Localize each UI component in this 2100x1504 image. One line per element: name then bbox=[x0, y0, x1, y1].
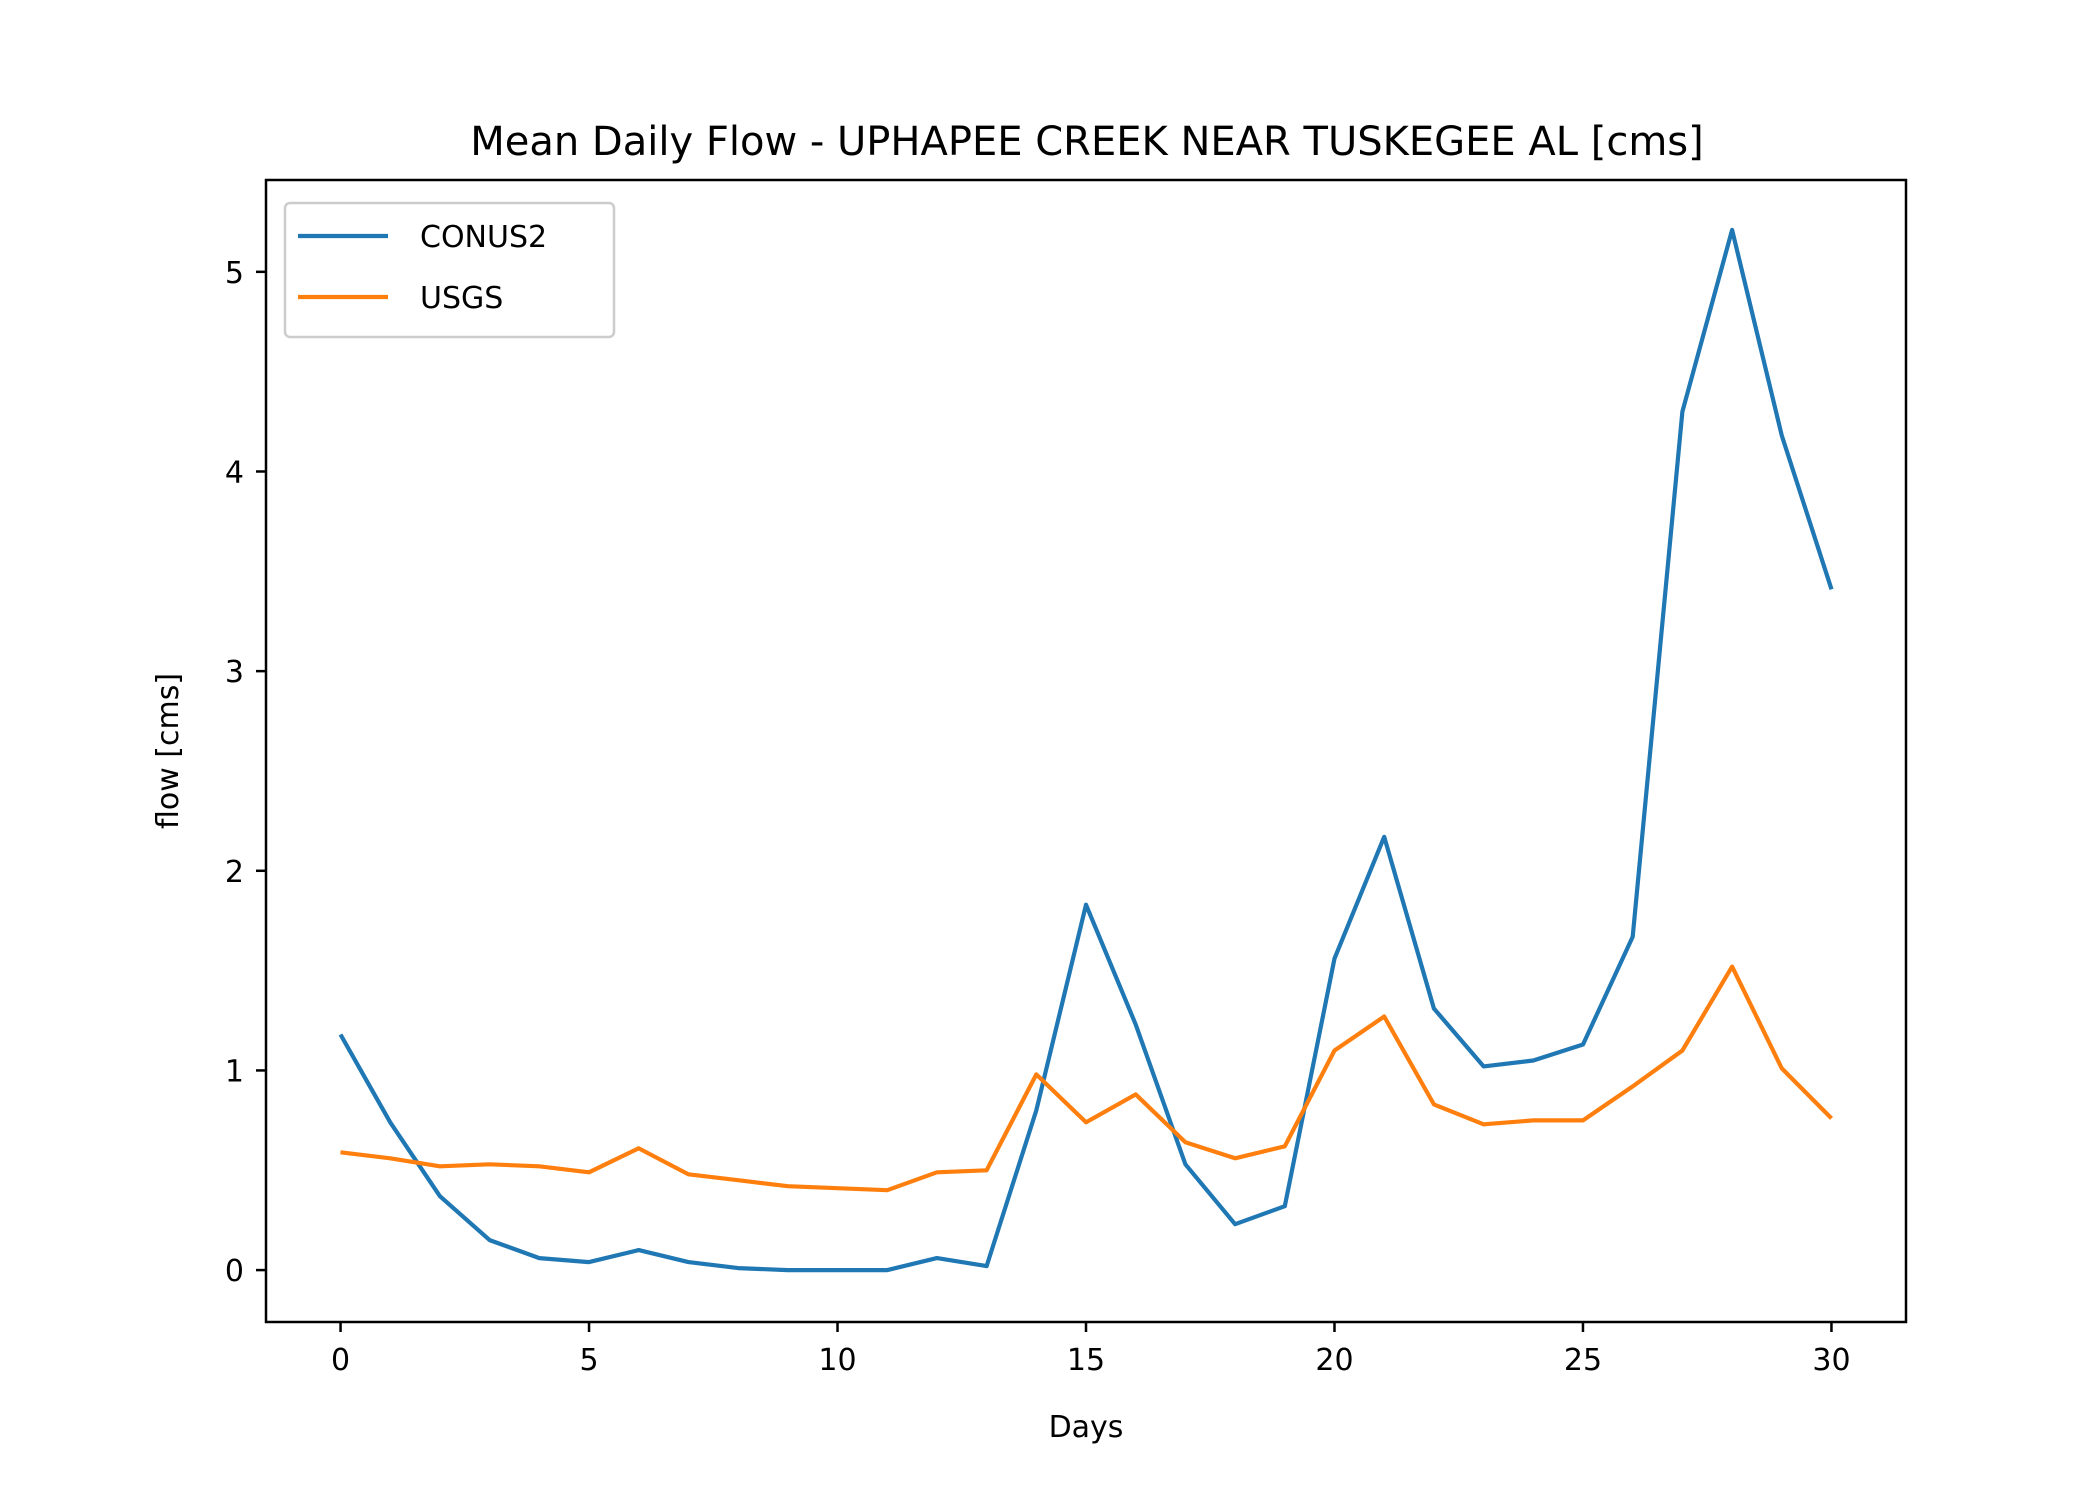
y-tick-label: 0 bbox=[225, 1254, 244, 1289]
y-axis: 0 1 2 3 4 5 bbox=[225, 256, 266, 1289]
chart-title: Mean Daily Flow - UPHAPEE CREEK NEAR TUS… bbox=[470, 119, 1704, 165]
y-axis-label: flow [cms] bbox=[151, 673, 186, 829]
y-tick-label: 4 bbox=[225, 455, 244, 490]
x-tick-label: 25 bbox=[1564, 1343, 1602, 1378]
y-tick-label: 5 bbox=[225, 256, 244, 291]
y-tick-label: 2 bbox=[225, 855, 244, 890]
x-tick-label: 15 bbox=[1067, 1343, 1105, 1378]
series-line-conus2[interactable] bbox=[338, 227, 1834, 1273]
x-axis: 0 5 10 15 20 25 30 bbox=[331, 1322, 1851, 1378]
x-tick-label: 10 bbox=[818, 1343, 856, 1378]
x-tick-label: 30 bbox=[1812, 1343, 1850, 1378]
legend-label-conus2: CONUS2 bbox=[420, 220, 547, 255]
legend[interactable]: CONUS2 USGS bbox=[283, 201, 616, 339]
x-tick-label: 20 bbox=[1315, 1343, 1353, 1378]
x-axis-label: Days bbox=[1049, 1410, 1124, 1445]
x-tick-label: 5 bbox=[579, 1343, 598, 1378]
legend-label-usgs: USGS bbox=[420, 281, 503, 316]
series-line-usgs[interactable] bbox=[340, 964, 1833, 1193]
y-tick-label: 1 bbox=[225, 1054, 244, 1089]
x-tick-label: 0 bbox=[331, 1343, 350, 1378]
y-tick-label: 3 bbox=[225, 655, 244, 690]
series-layer bbox=[338, 227, 1834, 1273]
